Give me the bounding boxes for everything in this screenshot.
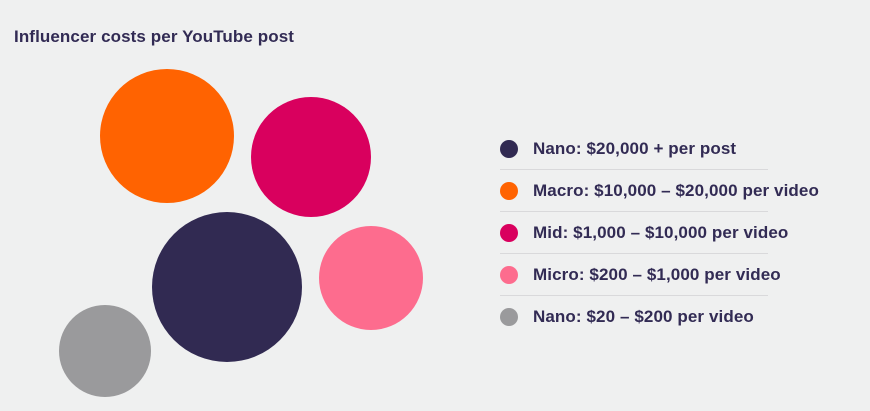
legend-label: Macro: $10,000 – $20,000 per video bbox=[533, 180, 819, 200]
legend-label: Nano: $20 – $200 per video bbox=[533, 306, 754, 326]
legend-item-mid: Mid: $1,000 – $10,000 per video bbox=[500, 212, 788, 254]
bubble-top bbox=[152, 212, 302, 362]
legend-dot-icon bbox=[500, 265, 518, 284]
bubble-micro bbox=[319, 226, 423, 330]
legend-item-macro: Macro: $10,000 – $20,000 per video bbox=[500, 170, 819, 212]
legend: Nano: $20,000 + per post Macro: $10,000 … bbox=[500, 128, 819, 337]
legend-item-top: Nano: $20,000 + per post bbox=[500, 128, 768, 170]
bubble-macro bbox=[100, 69, 234, 203]
legend-item-nano: Nano: $20 – $200 per video bbox=[500, 296, 768, 337]
legend-label: Mid: $1,000 – $10,000 per video bbox=[533, 222, 789, 242]
legend-dot-icon bbox=[500, 181, 518, 200]
legend-dot-icon bbox=[500, 139, 518, 158]
legend-item-micro: Micro: $200 – $1,000 per video bbox=[500, 254, 781, 296]
bubble-nano bbox=[59, 305, 151, 397]
bubble-mid bbox=[251, 97, 371, 217]
legend-dot-icon bbox=[500, 307, 518, 326]
legend-label: Micro: $200 – $1,000 per video bbox=[533, 264, 781, 284]
chart-title: Influencer costs per YouTube post bbox=[14, 27, 295, 46]
legend-label: Nano: $20,000 + per post bbox=[533, 138, 737, 158]
legend-dot-icon bbox=[500, 223, 518, 242]
